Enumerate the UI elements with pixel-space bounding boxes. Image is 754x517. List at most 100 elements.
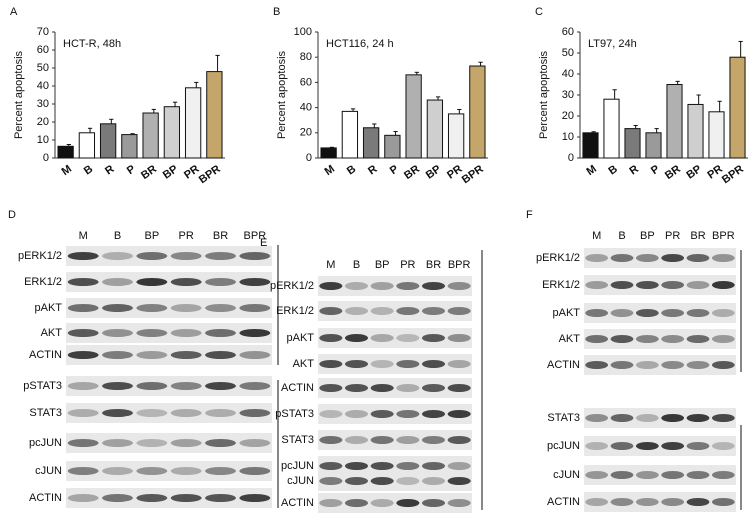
blot-strip: [584, 465, 736, 485]
bar: [362, 127, 380, 159]
blot-band: [205, 409, 236, 417]
blot-band: [396, 436, 420, 444]
blot-band: [711, 471, 735, 479]
x-tick-label: P: [388, 163, 401, 177]
y-axis-label: Percent apoptosis: [13, 50, 25, 139]
blot-strip: [318, 378, 472, 398]
y-tick-label: 40: [562, 68, 574, 80]
x-tick-label: B: [606, 163, 619, 177]
blot-band: [370, 282, 394, 290]
y-tick-label: 50: [37, 62, 49, 74]
blot-strip: [584, 329, 736, 349]
chart-title: HCT-R, 48h: [63, 38, 121, 50]
blot-band: [686, 254, 710, 262]
blot-strip: [66, 461, 272, 481]
blot-band: [67, 351, 99, 359]
blot-band: [711, 335, 735, 343]
bar: [645, 132, 662, 159]
blot-band: [610, 309, 634, 317]
blot-band: [67, 467, 99, 475]
blot-band: [170, 494, 202, 502]
blot-band: [170, 351, 202, 359]
lane-label: BR: [426, 259, 441, 271]
blot-band: [239, 329, 271, 337]
blot-band: [711, 254, 735, 262]
lane-label: BPR: [448, 259, 471, 271]
blot-band: [421, 384, 446, 392]
row-label: STAT3: [29, 407, 62, 419]
blot-band: [205, 252, 236, 260]
blot-band: [344, 410, 369, 418]
lane-label: M: [592, 230, 601, 242]
blot-band: [610, 471, 634, 479]
lane-label: BP: [640, 230, 655, 242]
row-label: pAKT: [552, 307, 580, 319]
row-label: ACTIN: [547, 496, 580, 508]
row-label: pSTAT3: [275, 408, 314, 420]
blot-band: [102, 494, 133, 502]
blot-strip: [66, 323, 272, 343]
bar: [447, 113, 465, 159]
blot-band: [447, 384, 471, 392]
blot-band: [170, 329, 202, 337]
row-label: ACTIN: [29, 492, 62, 504]
bar: [405, 74, 422, 159]
blot-band: [635, 414, 659, 422]
blot-band: [102, 409, 133, 417]
blot-band: [136, 439, 168, 447]
lane-label: B: [114, 230, 121, 242]
x-tick-label: M: [323, 163, 337, 178]
blot-band: [447, 436, 471, 444]
blot-band: [344, 360, 369, 368]
blot-band: [239, 409, 271, 417]
blot-band: [635, 442, 659, 450]
blot-band: [136, 329, 168, 337]
y-tick-label: 20: [37, 116, 49, 128]
blot-band: [661, 442, 685, 450]
row-label: ERK1/2: [24, 276, 62, 288]
blot-band: [396, 282, 420, 290]
blot-strip: [584, 492, 736, 512]
blot-band: [67, 409, 99, 417]
y-tick-label: 20: [300, 127, 312, 139]
blot-band: [370, 384, 394, 392]
blot-band: [421, 477, 446, 485]
x-tick-label: BPR: [460, 163, 486, 186]
blot-band: [686, 335, 710, 343]
blot-band: [370, 360, 394, 368]
blot-band: [610, 414, 634, 422]
blot-band: [686, 442, 710, 450]
blot-band: [239, 304, 271, 312]
row-label: ERK1/2: [542, 279, 580, 291]
blot-band: [102, 351, 133, 359]
bar: [469, 65, 486, 159]
lane-label: PR: [179, 230, 194, 242]
blot-band: [370, 436, 394, 444]
row-label: STAT3: [281, 434, 314, 446]
bar: [57, 145, 74, 159]
bar: [666, 84, 683, 159]
blot-band: [421, 307, 446, 315]
row-label: pAKT: [286, 332, 314, 344]
y-tick-label: 0: [306, 152, 312, 164]
blot-band: [396, 410, 420, 418]
blot-band: [170, 252, 202, 260]
row-label: pAKT: [34, 302, 62, 314]
blot-band: [136, 467, 168, 475]
blot-strip: [584, 275, 736, 295]
blot-band: [205, 351, 236, 359]
row-label: cJUN: [287, 475, 314, 487]
y-tick-label: 10: [37, 134, 49, 146]
blot-band: [447, 282, 471, 290]
blot-band: [319, 499, 343, 507]
blot-band: [319, 410, 343, 418]
blot-band: [205, 494, 236, 502]
row-label: pcJUN: [547, 440, 580, 452]
chart-title: LT97, 24h: [588, 38, 637, 50]
blot-band: [447, 410, 471, 418]
blot-band: [635, 309, 659, 317]
lane-label: BP: [375, 259, 390, 271]
blot-band: [344, 436, 369, 444]
bar: [184, 87, 202, 159]
